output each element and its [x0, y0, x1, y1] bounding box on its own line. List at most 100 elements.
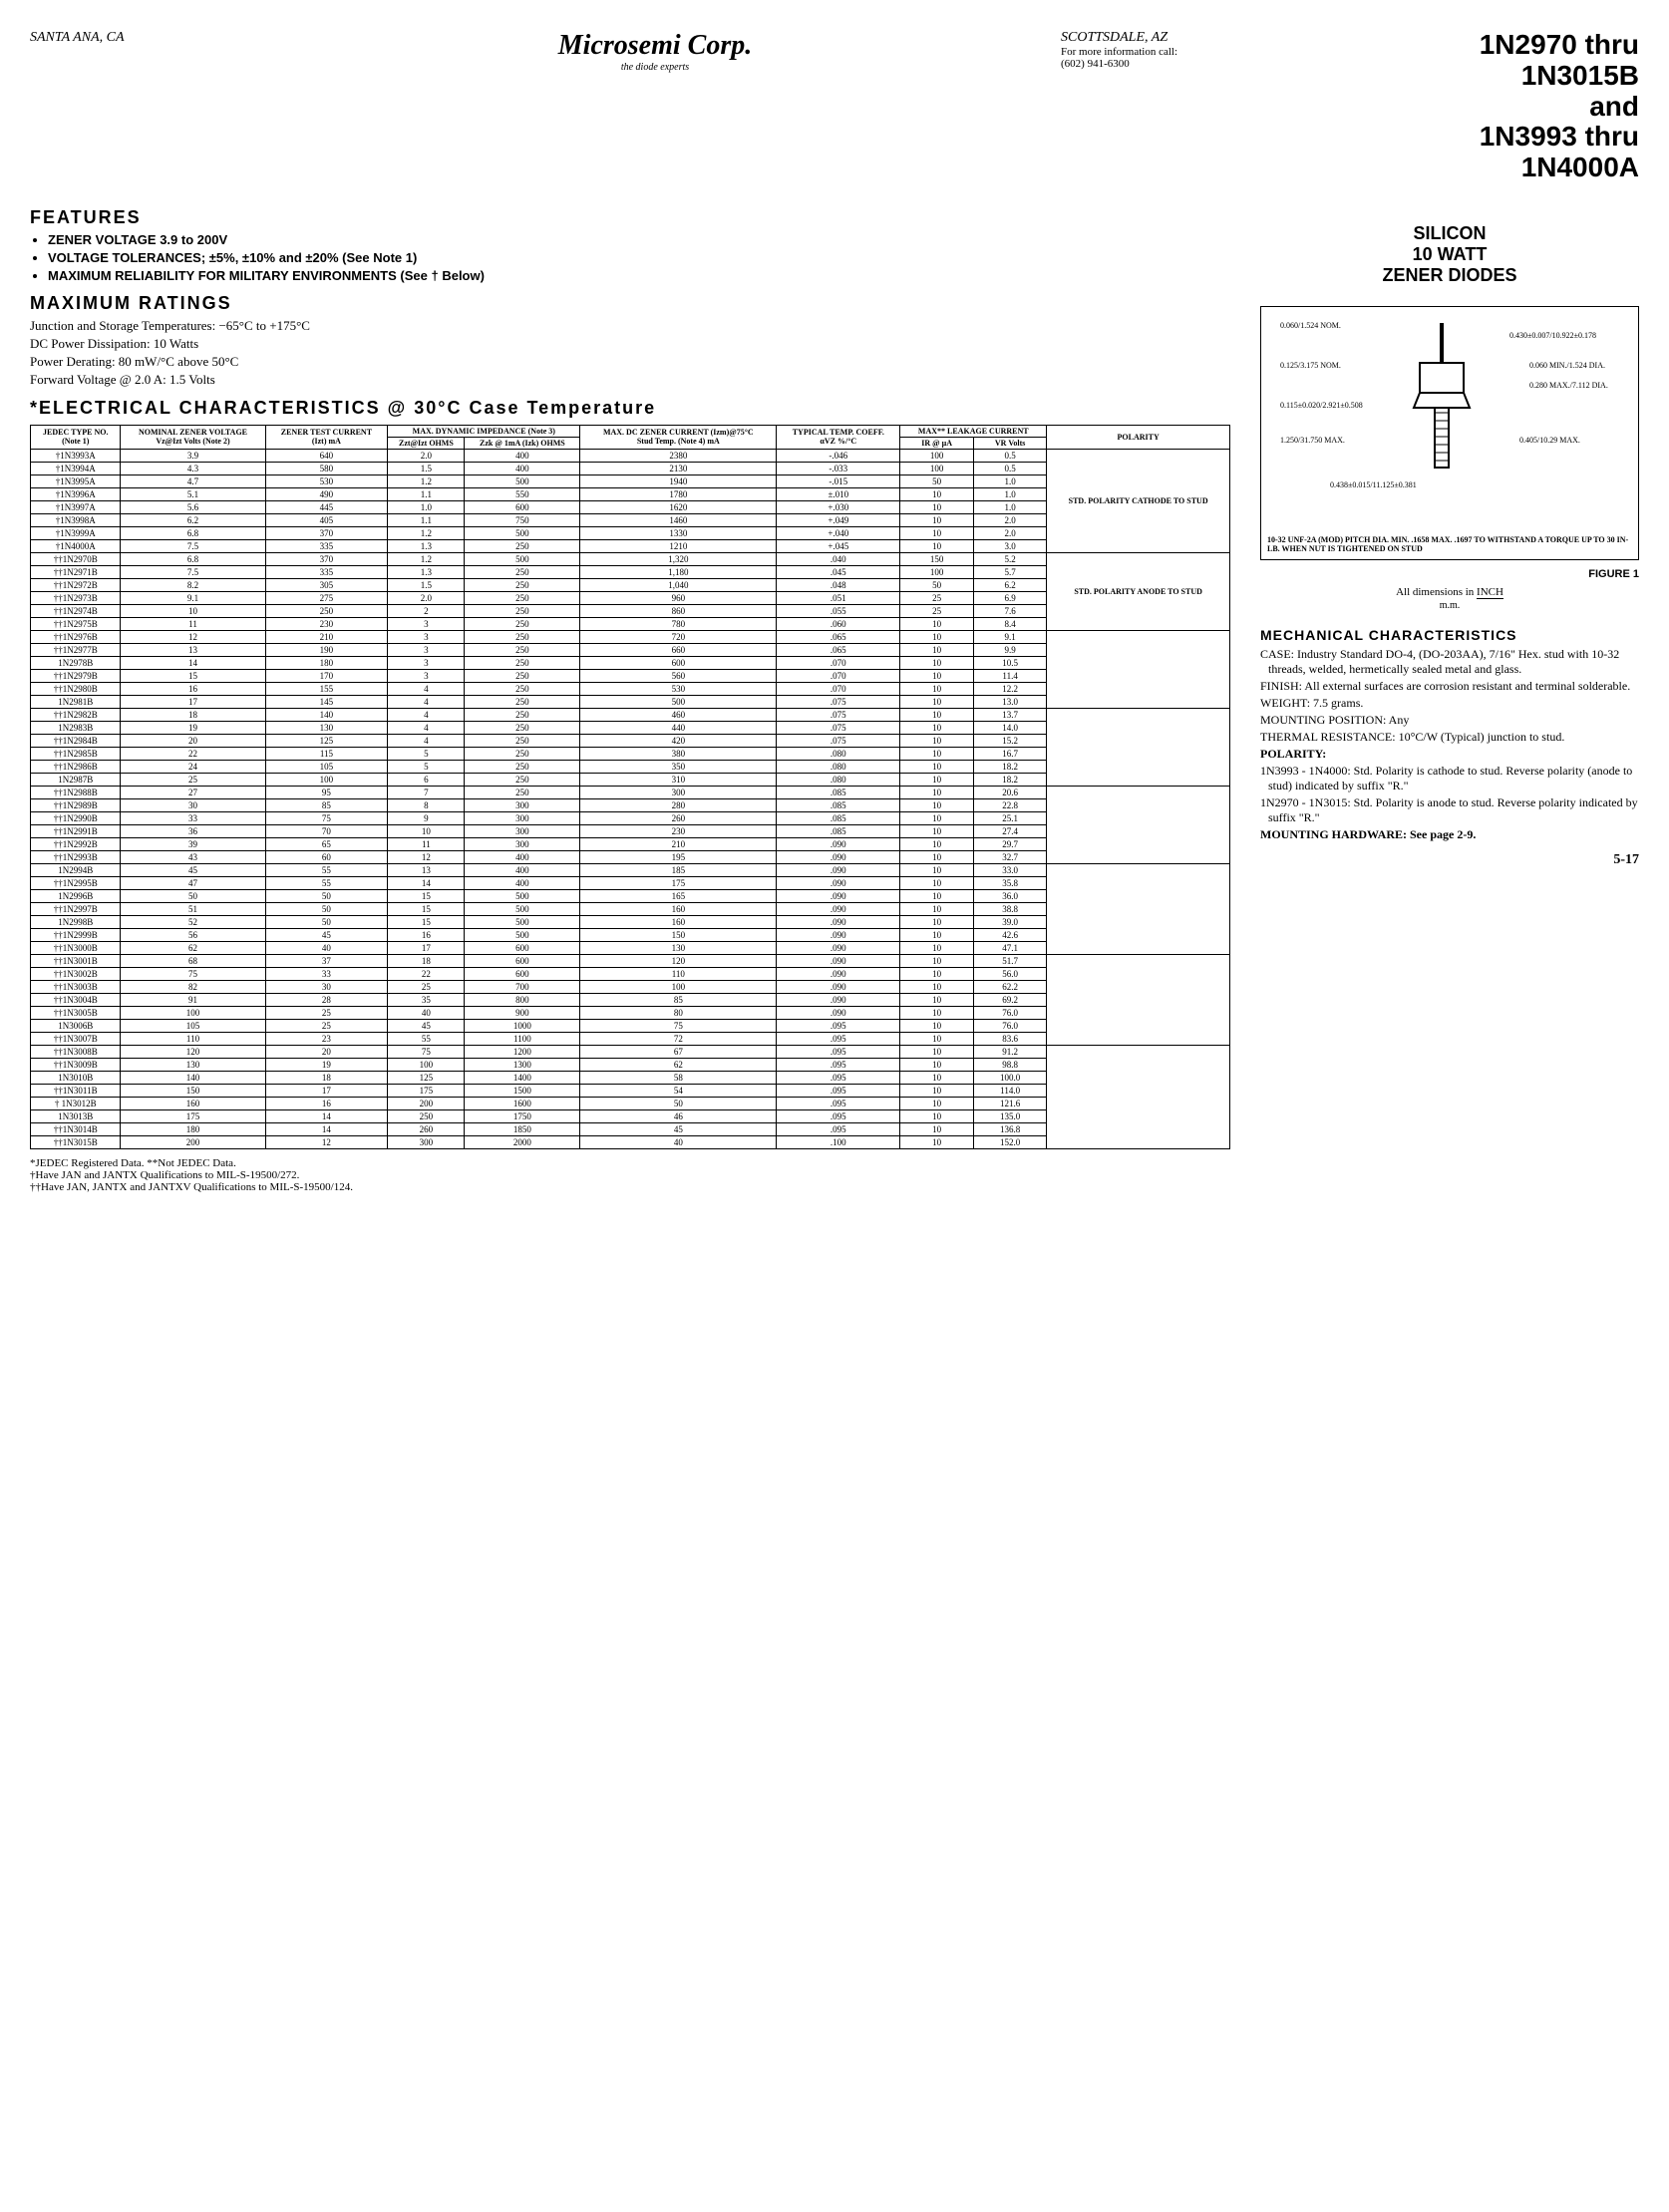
table-cell: 750 — [465, 513, 580, 526]
table-cell: 3 — [388, 656, 465, 669]
scottsdale-block: SCOTTSDALE, AZ For more information call… — [1061, 30, 1320, 70]
table-cell: 250 — [265, 604, 388, 617]
table-cell: 18 — [265, 1071, 388, 1084]
table-cell: 300 — [465, 798, 580, 811]
table-row: ††1N2970B6.83701.25001,320.0401505.2STD.… — [31, 552, 1230, 565]
table-cell: 1N2994B — [31, 863, 121, 876]
table-cell: 40 — [580, 1135, 777, 1148]
table-cell: ††1N2999B — [31, 928, 121, 941]
table-cell: ††1N2992B — [31, 837, 121, 850]
table-cell: 1N2987B — [31, 773, 121, 786]
col-jedec: JEDEC TYPE NO. — [43, 428, 108, 437]
table-cell: ††1N3000B — [31, 941, 121, 954]
table-cell: .100 — [777, 1135, 900, 1148]
dimnote-mm: m.m. — [1440, 600, 1461, 611]
table-cell: .095 — [777, 1071, 900, 1084]
table-cell: 10 — [900, 954, 974, 967]
table-cell: 60 — [265, 850, 388, 863]
table-cell: 11 — [388, 837, 465, 850]
table-cell: 85 — [580, 993, 777, 1006]
table-cell: 230 — [265, 617, 388, 630]
table-cell: 1N3006B — [31, 1019, 121, 1032]
col-imp: MAX. DYNAMIC IMPEDANCE (Note 3) — [388, 425, 580, 437]
table-cell: 250 — [465, 721, 580, 734]
table-cell: 11.4 — [974, 669, 1047, 682]
mech-finish: FINISH: All external surfaces are corros… — [1268, 679, 1639, 694]
table-cell: 27 — [121, 786, 265, 798]
table-cell: .075 — [777, 734, 900, 747]
table-cell: 250 — [465, 630, 580, 643]
table-cell: 29.7 — [974, 837, 1047, 850]
col-vz: NOMINAL ZENER VOLTAGE — [139, 428, 247, 437]
table-cell: 17 — [265, 1084, 388, 1097]
table-cell: 250 — [465, 656, 580, 669]
table-cell: 135.0 — [974, 1109, 1047, 1122]
table-cell: 100 — [265, 773, 388, 786]
table-cell: 16 — [265, 1097, 388, 1109]
table-row: ††1N3001B683718600120.0901051.7 — [31, 954, 1230, 967]
table-cell: 305 — [265, 578, 388, 591]
table-cell: 175 — [580, 876, 777, 889]
table-cell: 560 — [580, 669, 777, 682]
table-cell: 4.7 — [121, 474, 265, 487]
table-cell: 10 — [900, 682, 974, 695]
table-cell: 30 — [265, 980, 388, 993]
table-cell: 14.0 — [974, 721, 1047, 734]
table-cell: .090 — [777, 941, 900, 954]
table-cell: 19 — [265, 1058, 388, 1071]
table-cell: 32.7 — [974, 850, 1047, 863]
polarity-cell: STD. POLARITY ANODE TO STUD — [1047, 552, 1230, 630]
table-cell: 500 — [580, 695, 777, 708]
company-logo: Microsemi Corp. — [249, 30, 1061, 62]
table-row: ††1N2988B27957250300.0851020.6 — [31, 786, 1230, 798]
table-cell: 20.6 — [974, 786, 1047, 798]
table-cell: 230 — [580, 824, 777, 837]
table-cell: 400 — [465, 863, 580, 876]
table-cell: 91 — [121, 993, 265, 1006]
table-cell: 600 — [465, 967, 580, 980]
table-cell: 250 — [465, 708, 580, 721]
table-cell: ††1N3003B — [31, 980, 121, 993]
table-row: ††1N2982B181404250460.0751013.7 — [31, 708, 1230, 721]
table-cell: †1N3999A — [31, 526, 121, 539]
table-cell: 10 — [900, 708, 974, 721]
table-cell: 2.0 — [388, 449, 465, 462]
title-block: 1N2970 thru 1N3015B and 1N3993 thru 1N40… — [1320, 30, 1639, 183]
table-cell: 1.0 — [974, 474, 1047, 487]
table-cell: 10 — [900, 993, 974, 1006]
info-line1: For more information call: — [1061, 46, 1320, 58]
table-cell: †1N3993A — [31, 449, 121, 462]
table-cell: 125 — [388, 1071, 465, 1084]
table-cell: .090 — [777, 993, 900, 1006]
table-cell: 75 — [388, 1045, 465, 1058]
table-cell: 600 — [465, 954, 580, 967]
maxratings-body: Junction and Storage Temperatures: −65°C… — [30, 318, 1230, 388]
mech-mount: MOUNTING POSITION: Any — [1268, 713, 1639, 728]
dim-text: 1.250/31.750 MAX. — [1280, 436, 1345, 445]
table-cell: .075 — [777, 708, 900, 721]
table-cell: 250 — [465, 539, 580, 552]
table-cell: .090 — [777, 928, 900, 941]
table-cell: 0.5 — [974, 449, 1047, 462]
table-cell: .070 — [777, 669, 900, 682]
table-cell: 1,320 — [580, 552, 777, 565]
table-cell: .095 — [777, 1032, 900, 1045]
table-cell: 82 — [121, 980, 265, 993]
table-cell: 1460 — [580, 513, 777, 526]
table-cell: 16 — [388, 928, 465, 941]
table-cell: ††1N2988B — [31, 786, 121, 798]
table-cell: 62 — [580, 1058, 777, 1071]
table-cell: 10 — [900, 513, 974, 526]
table-cell: 155 — [265, 682, 388, 695]
table-cell: 20 — [121, 734, 265, 747]
table-cell: 9.1 — [974, 630, 1047, 643]
dimension-note: All dimensions in INCH m.m. — [1260, 586, 1639, 611]
table-cell: 490 — [265, 487, 388, 500]
table-cell: ††1N2970B — [31, 552, 121, 565]
scottsdale-city: SCOTTSDALE, AZ — [1061, 30, 1320, 46]
table-cell: .095 — [777, 1019, 900, 1032]
table-cell: .095 — [777, 1058, 900, 1071]
table-cell: 91.2 — [974, 1045, 1047, 1058]
table-cell: ††1N3002B — [31, 967, 121, 980]
table-cell: 33 — [265, 967, 388, 980]
